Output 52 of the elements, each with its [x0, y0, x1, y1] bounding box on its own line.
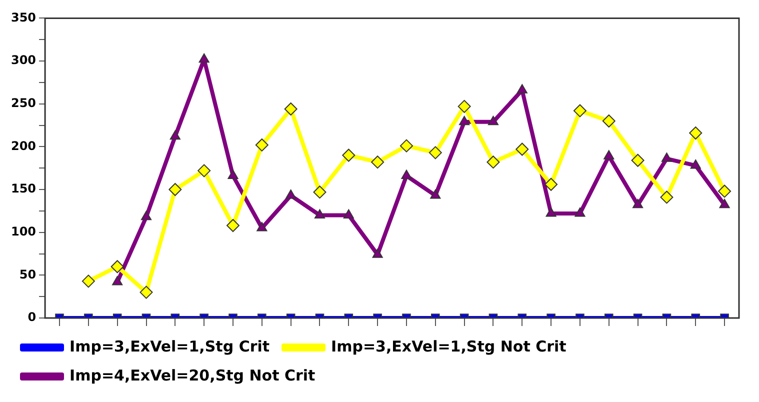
point: [718, 184, 732, 198]
y-tick-label: 50: [19, 267, 36, 282]
point: [313, 186, 326, 199]
point: [631, 154, 644, 167]
point: [400, 139, 413, 152]
point: [544, 178, 558, 191]
legend-label: Imp=4,ExVel=20,Stg Not Crit: [70, 366, 316, 384]
y-tick-label: 150: [10, 182, 36, 196]
y-tick-label: 0: [28, 310, 36, 324]
legend-label: Imp=3,ExVel=1,Stg Crit: [70, 337, 270, 356]
point: [284, 102, 298, 116]
point: [140, 210, 152, 220]
point: [430, 190, 441, 199]
point: [371, 156, 384, 169]
point: [255, 138, 268, 152]
point: [573, 104, 586, 118]
point: [604, 150, 614, 160]
y-tick-label: 300: [10, 53, 36, 68]
point: [459, 116, 470, 126]
point: [112, 276, 123, 286]
point: [661, 152, 672, 162]
point: [516, 142, 529, 156]
point: [286, 190, 296, 199]
point: [342, 148, 356, 162]
point: [689, 126, 702, 140]
point: [486, 156, 500, 169]
point: [228, 170, 238, 180]
point: [256, 222, 268, 232]
y-tick-label: 200: [10, 138, 36, 153]
point: [401, 170, 412, 180]
point: [170, 130, 180, 140]
point: [168, 183, 182, 196]
point: [428, 146, 442, 160]
point: [343, 209, 354, 218]
point: [226, 218, 240, 232]
point: [314, 209, 325, 218]
point: [372, 248, 383, 258]
point: [660, 190, 674, 204]
y-tick-label: 100: [10, 224, 36, 238]
point: [602, 114, 616, 128]
point: [546, 208, 556, 217]
point: [719, 198, 730, 208]
legend-label: Imp=3,ExVel=1,Stg Not Crit: [331, 337, 566, 356]
point: [690, 160, 701, 169]
point: [632, 198, 644, 208]
point: [198, 164, 211, 178]
y-tick-label: 350: [10, 10, 36, 24]
point: [574, 208, 586, 217]
y-tick-label: 250: [10, 96, 36, 110]
point: [458, 100, 471, 113]
point: [488, 116, 498, 126]
point: [516, 84, 528, 94]
